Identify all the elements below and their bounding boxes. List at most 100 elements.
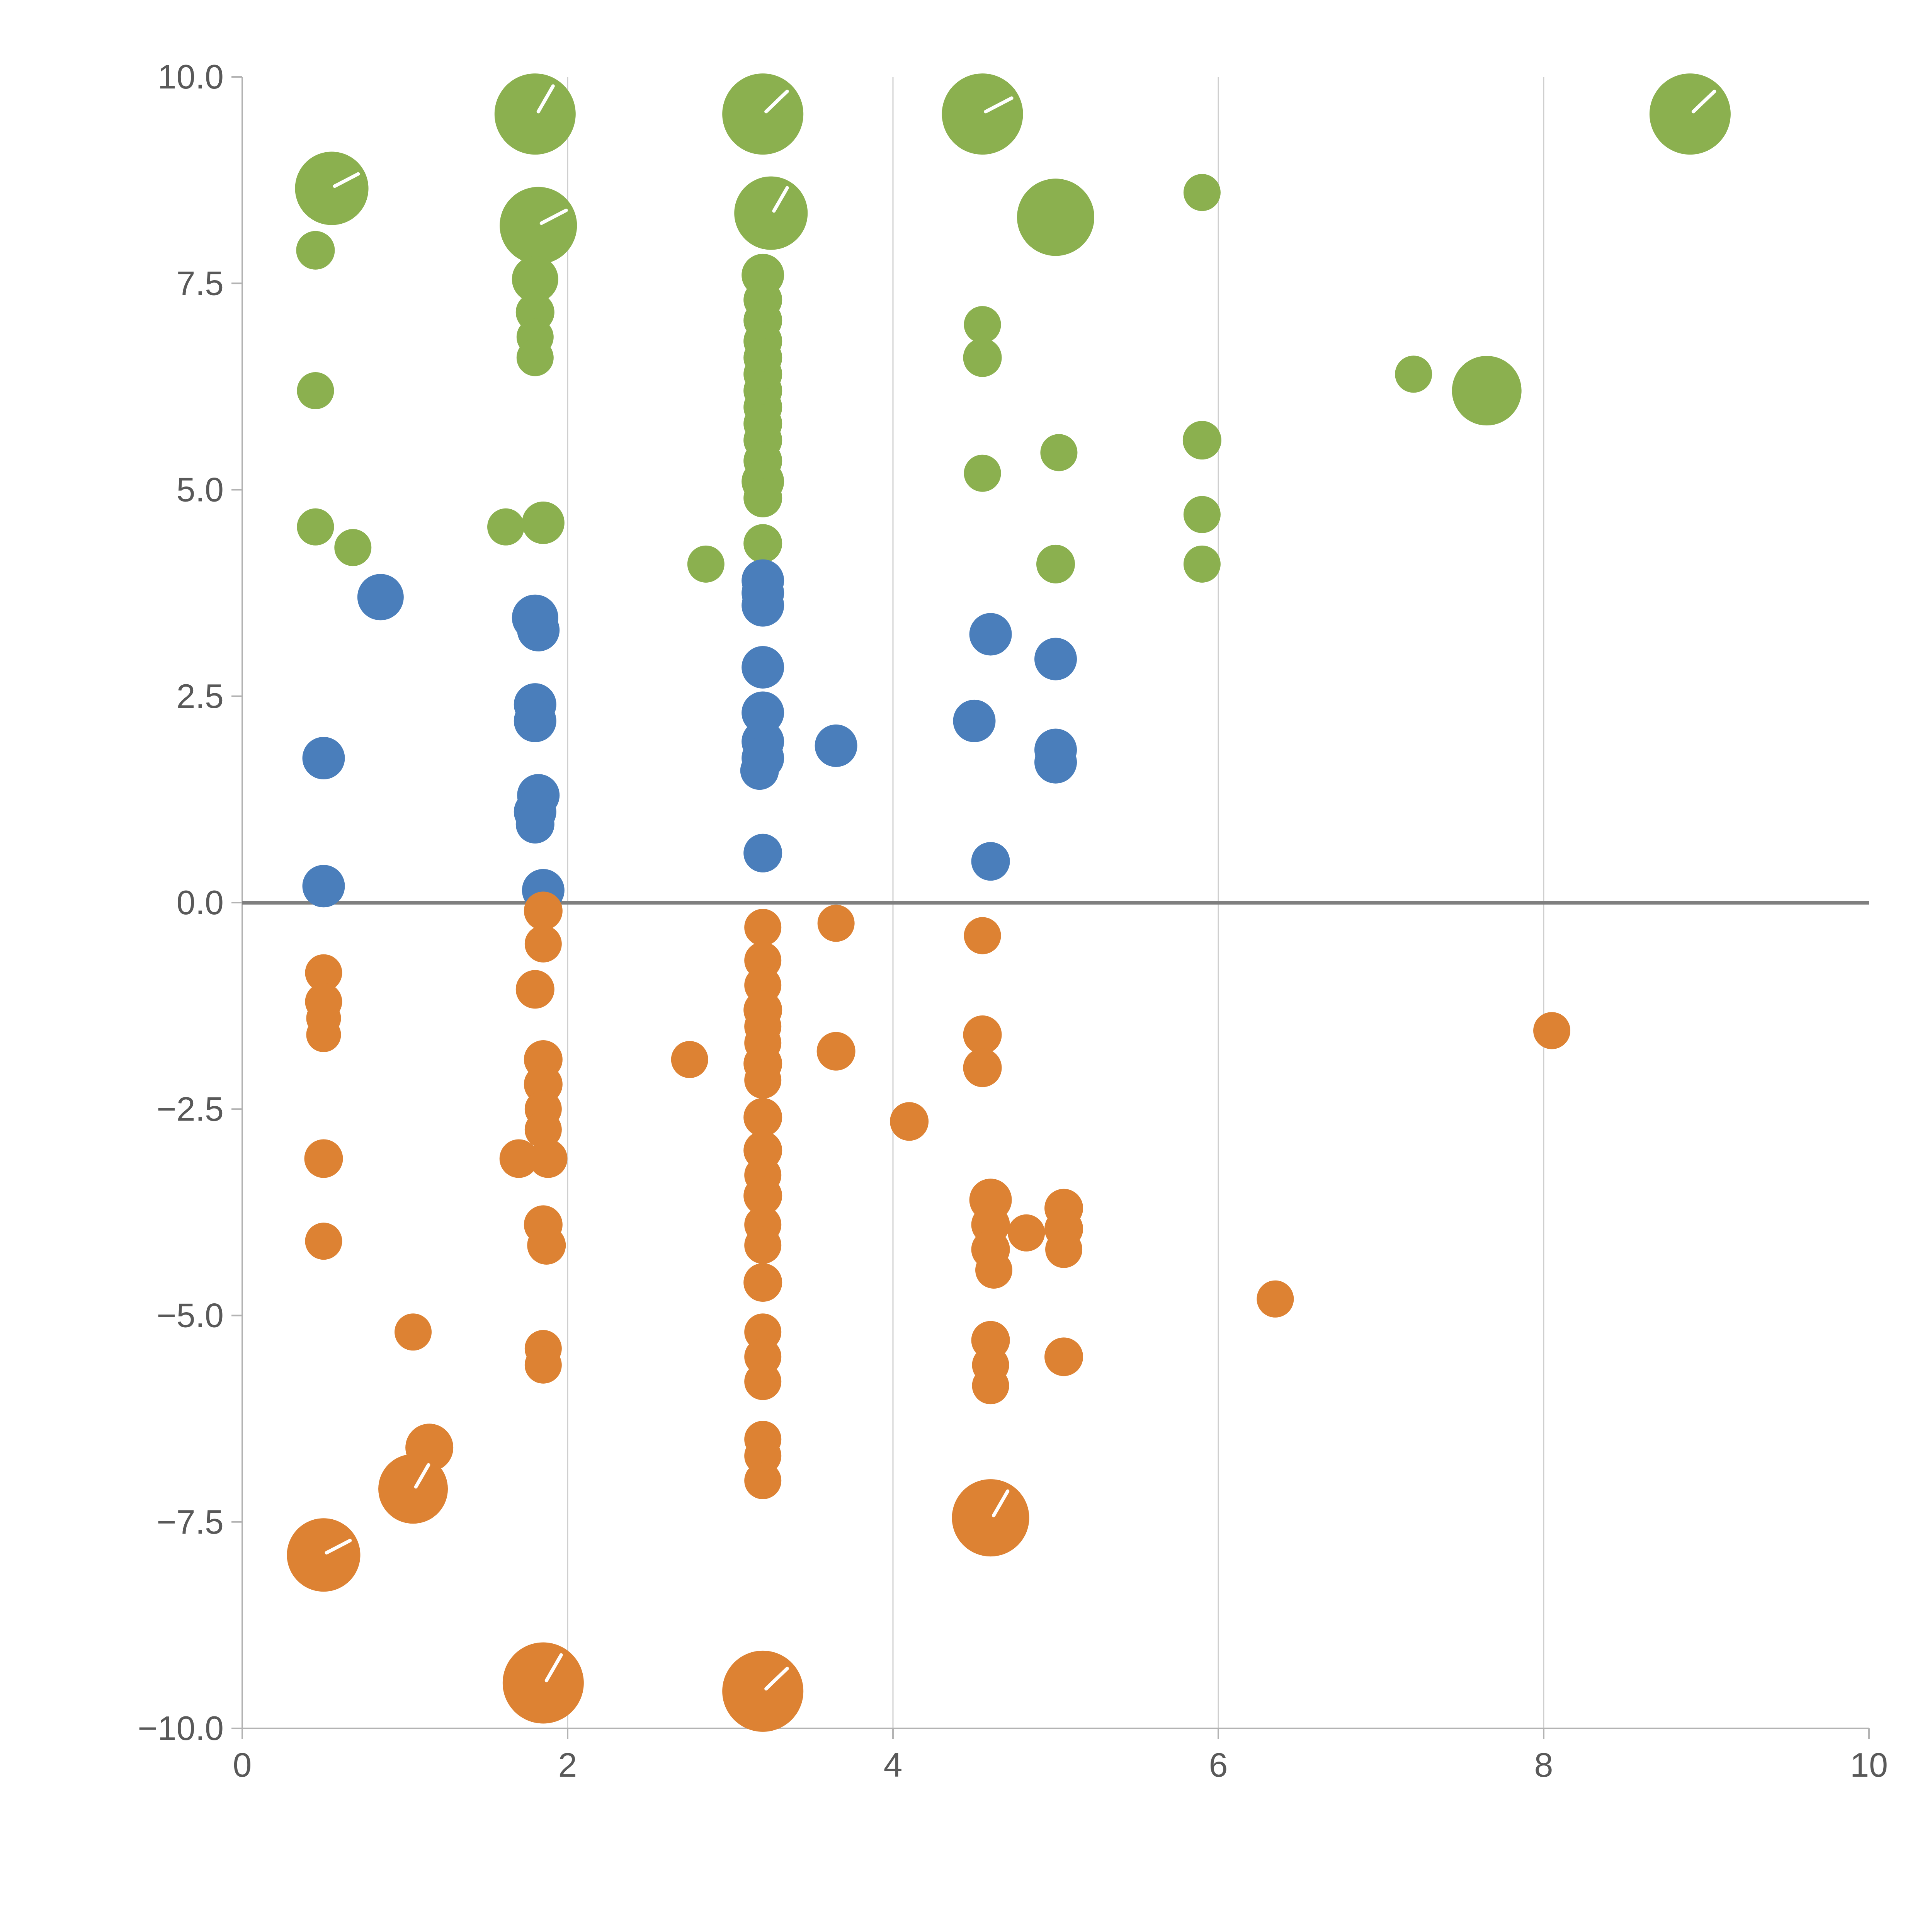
bubble-orange [1533,1012,1571,1049]
bubble-green [743,478,782,517]
bubble-green [722,73,804,155]
bubble-green [334,529,372,566]
bubble-green [295,151,369,225]
y-axis-tick-label: 5.0 [177,471,224,509]
bubble-blue [742,646,784,689]
bubble-highlight-mark [325,1539,352,1555]
y-axis-tick-label: −2.5 [156,1090,224,1128]
x-axis-tick-label: 6 [1209,1746,1228,1784]
bubble-orange [529,1139,568,1178]
bubble-green [1649,73,1731,155]
bubble-green [1183,496,1221,533]
bubble-highlight-mark [764,89,789,114]
bubble-orange [972,1367,1009,1405]
y-axis-tick-label: 0.0 [177,883,224,922]
bubble-orange [515,970,554,1009]
bubble-green [297,372,334,410]
bubble-orange [671,1041,708,1078]
bubble-highlight-mark [1691,89,1716,114]
bubble-orange [527,1226,566,1265]
bubble-orange [1257,1280,1294,1318]
bubble-blue [953,699,996,742]
bubble-blue [302,737,345,780]
bubble-green [512,256,558,303]
bubble-green [1040,434,1078,471]
bubble-green [1183,545,1221,583]
bubble-blue [815,724,857,767]
bubble-highlight-mark [764,1667,789,1691]
bubble-orange [743,1263,782,1302]
bubble-blue [357,574,404,621]
bubble-orange [952,1479,1029,1557]
bubble-orange [744,1226,782,1264]
bubble-orange [305,1223,342,1260]
bubble-orange [524,925,562,963]
x-axis-tick-label: 8 [1534,1746,1553,1784]
bubble-orange [975,1251,1013,1289]
bubble-green [1036,544,1075,583]
bubble-highlight-mark [772,186,789,213]
bubble-orange [524,1111,562,1148]
bubble-green [964,454,1001,492]
bubble-orange [287,1518,361,1592]
bubble-blue [302,865,345,908]
bubble-green [1017,179,1094,256]
bubble-orange [890,1102,929,1141]
bubble-blue [742,584,784,627]
bubble-green [516,339,554,376]
bubble-orange [395,1313,432,1351]
bubble-green [500,187,577,264]
bubble-green [687,545,724,583]
bubble-orange [378,1454,448,1524]
bubble-green [522,501,565,544]
bubble-orange [744,1363,782,1400]
y-axis-tick-label: 7.5 [177,264,224,302]
bubble-blue [1034,638,1077,680]
bubble-orange [1045,1231,1083,1268]
x-axis-tick-label: 10 [1850,1746,1888,1784]
bubble-blue [740,751,779,790]
y-axis-tick-label: −7.5 [156,1503,224,1541]
bubble-blue [517,609,560,651]
bubble-orange [744,909,782,946]
bubble-blue [743,833,782,872]
bubble-highlight-mark [984,96,1014,114]
bubble-green [1452,356,1522,426]
bubble-green [297,508,334,546]
bubble-green [942,73,1023,155]
bubble-orange [524,1346,562,1384]
bubble-green [734,176,808,250]
bubble-orange [743,1176,782,1215]
bubble-green [487,508,525,546]
bubble-green [296,231,335,270]
y-axis-tick-label: 2.5 [177,677,224,715]
bubble-orange [524,891,563,930]
bubble-orange [963,1048,1002,1087]
bubble-highlight-mark [539,208,568,225]
bubble-highlight-mark [992,1489,1010,1517]
bubble-orange [304,1139,343,1178]
bubble-orange [1044,1337,1083,1376]
x-axis-tick-label: 2 [558,1746,577,1784]
bubble-blue [1034,741,1077,784]
bubble-orange [1008,1214,1045,1252]
x-axis-tick-label: 4 [884,1746,903,1784]
bubble-highlight-mark [414,1463,430,1489]
bubble-blue [515,804,554,844]
y-axis-tick-label: −5.0 [156,1296,224,1335]
y-axis-tick-label: −10.0 [138,1709,224,1747]
bubble-green [1395,355,1432,393]
bubble-blue [969,613,1012,656]
bubble-orange [816,1032,855,1071]
bubble-orange [964,917,1001,954]
bubble-orange [502,1642,584,1724]
bubble-orange [963,1015,1002,1054]
bubble-green [1183,174,1221,211]
bubble-green [494,73,576,155]
bubble-green [963,338,1002,377]
bubble-orange [305,954,342,992]
bubble-green [964,306,1001,344]
bubble-blue [514,699,556,742]
